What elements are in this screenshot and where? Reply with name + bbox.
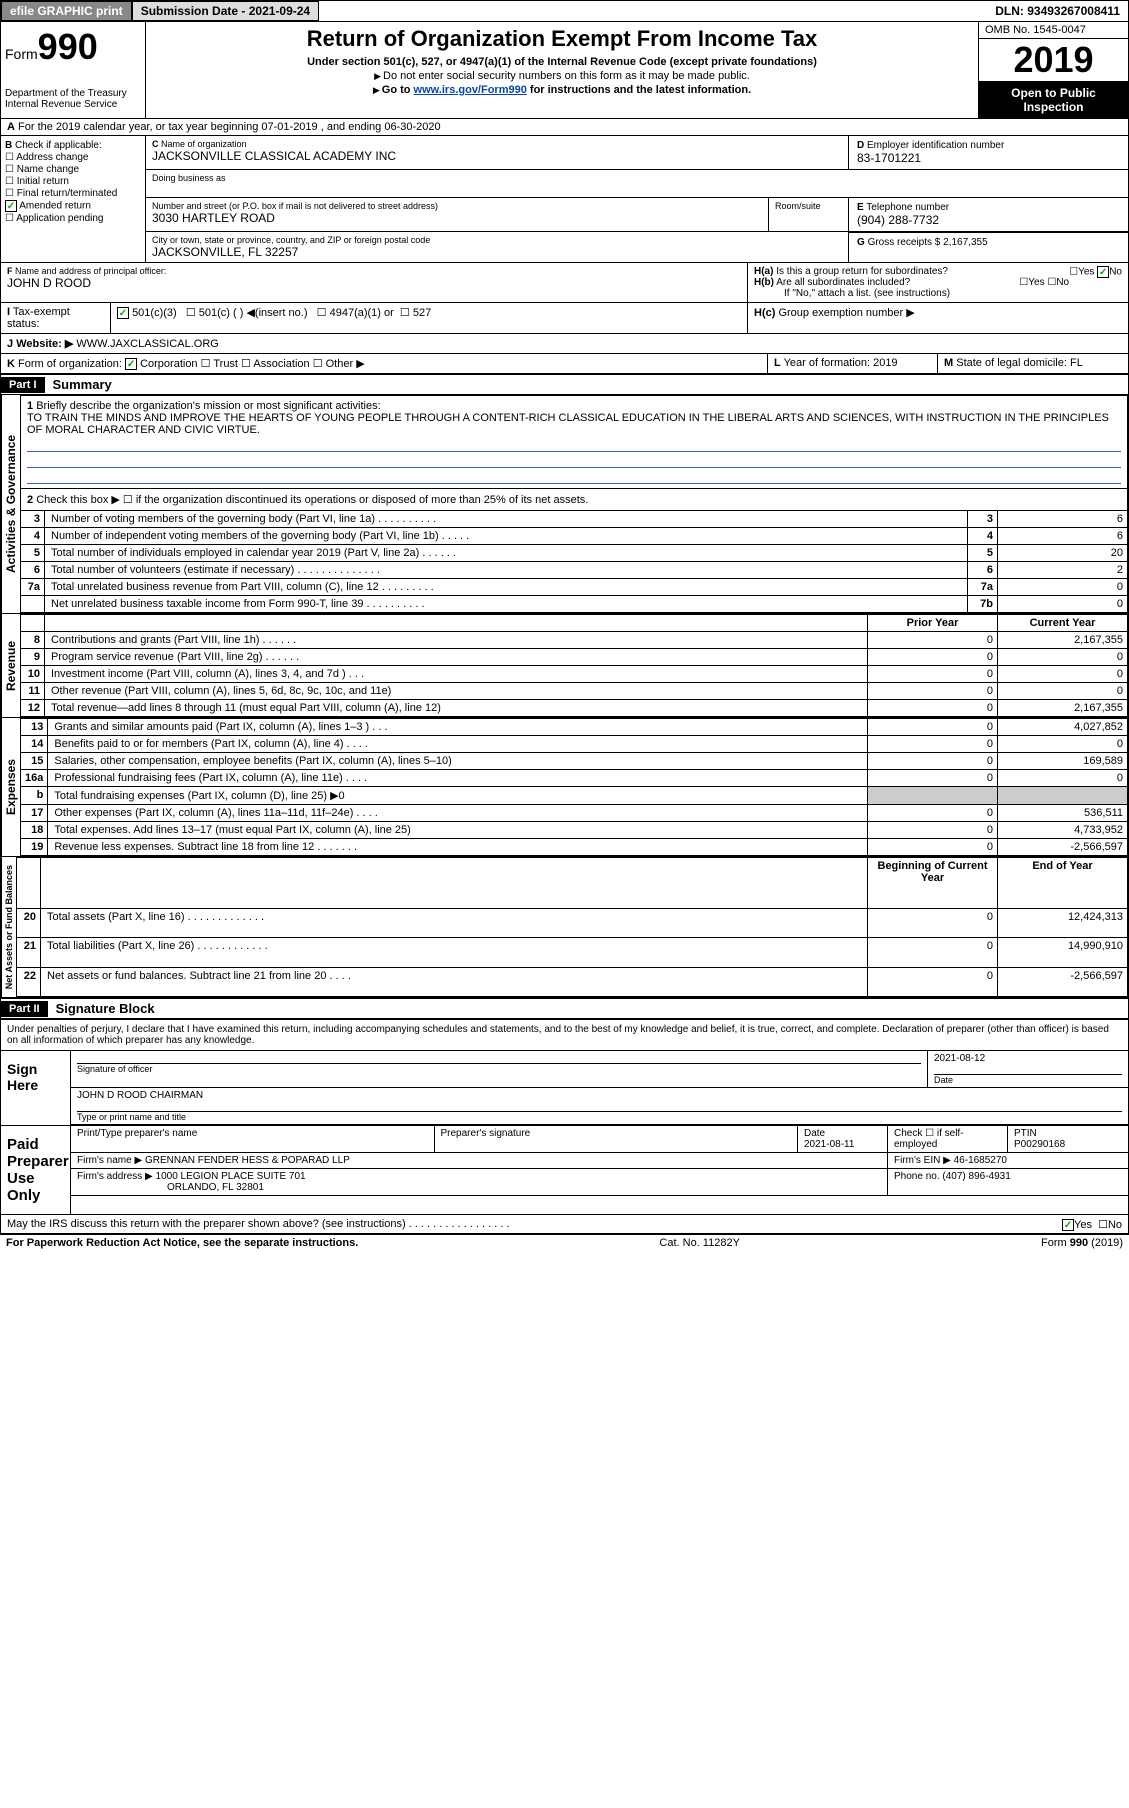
chk-name[interactable]: ☐ Name change: [5, 164, 141, 175]
mission: 1 Briefly describe the organization's mi…: [20, 395, 1128, 489]
topbar: efile GRAPHIC print Submission Date - 20…: [0, 0, 1129, 22]
dba-label: Doing business as: [152, 173, 1122, 183]
firm-name: GRENNAN FENDER HESS & POPARAD LLP: [145, 1155, 350, 1166]
form-number: Form990: [5, 26, 141, 68]
section-bcdeg: B Check if applicable: ☐ Address change …: [0, 136, 1129, 263]
officer-name: JOHN D ROOD CHAIRMAN: [77, 1090, 203, 1101]
officer: JOHN D ROOD: [7, 276, 741, 290]
subtitle: Under section 501(c), 527, or 4947(a)(1)…: [154, 56, 970, 68]
row-a: A For the 2019 calendar year, or tax yea…: [0, 119, 1129, 136]
efile-btn[interactable]: efile GRAPHIC print: [1, 1, 132, 21]
part2-header: Part II Signature Block: [0, 998, 1129, 1019]
part1-header: Part I Summary: [0, 374, 1129, 395]
paid-preparer: Paid Preparer Use Only: [1, 1126, 71, 1214]
firm-ein: 46-1685270: [954, 1155, 1007, 1166]
gross-receipts: 2,167,355: [943, 237, 988, 248]
ptin: P00290168: [1014, 1139, 1065, 1150]
inspect: Open to Public Inspection: [979, 82, 1128, 118]
chk-initial[interactable]: ☐ Initial return: [5, 176, 141, 187]
dln: DLN: 93493267008411: [987, 2, 1128, 20]
firm-phone: (407) 896-4931: [942, 1171, 1010, 1182]
signature-block: Under penalties of perjury, I declare th…: [0, 1019, 1129, 1234]
subdate: Submission Date - 2021-09-24: [132, 1, 319, 21]
addr-label: Number and street (or P.O. box if mail i…: [152, 201, 762, 211]
org-name: JACKSONVILLE CLASSICAL ACADEMY INC: [152, 149, 842, 163]
chk-corp[interactable]: [125, 358, 137, 370]
website: WWW.JAXCLASSICAL.ORG: [76, 338, 218, 350]
net-table: Beginning of Current YearEnd of Year20To…: [16, 857, 1128, 997]
chk-final[interactable]: ☐ Final return/terminated: [5, 188, 141, 199]
chk-address[interactable]: ☐ Address change: [5, 152, 141, 163]
row-j: J Website: ▶ WWW.JAXCLASSICAL.ORG: [0, 334, 1129, 354]
sign-here: Sign Here: [1, 1051, 71, 1125]
chk-amended[interactable]: Amended return: [5, 200, 141, 212]
city: JACKSONVILLE, FL 32257: [152, 245, 842, 259]
vert-revenue: Revenue: [1, 614, 20, 717]
revenue-table: Prior YearCurrent Year8Contributions and…: [20, 614, 1128, 717]
footer: For Paperwork Reduction Act Notice, see …: [0, 1234, 1129, 1251]
note1: Do not enter social security numbers on …: [154, 70, 970, 82]
title: Return of Organization Exempt From Incom…: [154, 26, 970, 52]
b-label: Check if applicable:: [15, 140, 102, 151]
form990-link[interactable]: www.irs.gov/Form990: [414, 84, 527, 96]
discuss-row: May the IRS discuss this return with the…: [1, 1214, 1128, 1233]
vert-expenses: Expenses: [1, 718, 20, 856]
row-klm: K Form of organization: Corporation ☐ Tr…: [0, 354, 1129, 374]
vert-net: Net Assets or Fund Balances: [1, 857, 16, 997]
dept: Department of the Treasury Internal Reve…: [5, 88, 141, 110]
expenses-table: 13Grants and similar amounts paid (Part …: [20, 718, 1128, 856]
domicile: FL: [1070, 357, 1083, 369]
line2: Check this box ▶ ☐ if the organization d…: [36, 494, 588, 506]
city-label: City or town, state or province, country…: [152, 235, 842, 245]
header: Form990 Department of the Treasury Inter…: [0, 22, 1129, 119]
vert-activities: Activities & Governance: [1, 395, 20, 613]
row-i: I Tax-exempt status: 501(c)(3) ☐ 501(c) …: [0, 303, 1129, 334]
firm-addr: 1000 LEGION PLACE SUITE 701: [156, 1171, 306, 1182]
room-label: Room/suite: [775, 201, 842, 211]
chk-501c3[interactable]: [117, 307, 129, 319]
note2: Go to www.irs.gov/Form990 for instructio…: [154, 84, 970, 96]
ein: 83-1701221: [857, 151, 921, 165]
street: 3030 HARTLEY ROAD: [152, 211, 762, 225]
hb-note: If "No," attach a list. (see instruction…: [754, 288, 1122, 299]
governance-table: 3Number of voting members of the governi…: [20, 510, 1128, 613]
phone: (904) 288-7732: [857, 213, 939, 227]
sig-declare: Under penalties of perjury, I declare th…: [1, 1020, 1128, 1051]
tax-year: 2019: [979, 39, 1128, 82]
omb: OMB No. 1545-0047: [979, 22, 1128, 39]
chk-pending[interactable]: ☐ Application pending: [5, 213, 141, 224]
row-fh: F Name and address of principal officer:…: [0, 263, 1129, 303]
year-formation: 2019: [873, 357, 897, 369]
